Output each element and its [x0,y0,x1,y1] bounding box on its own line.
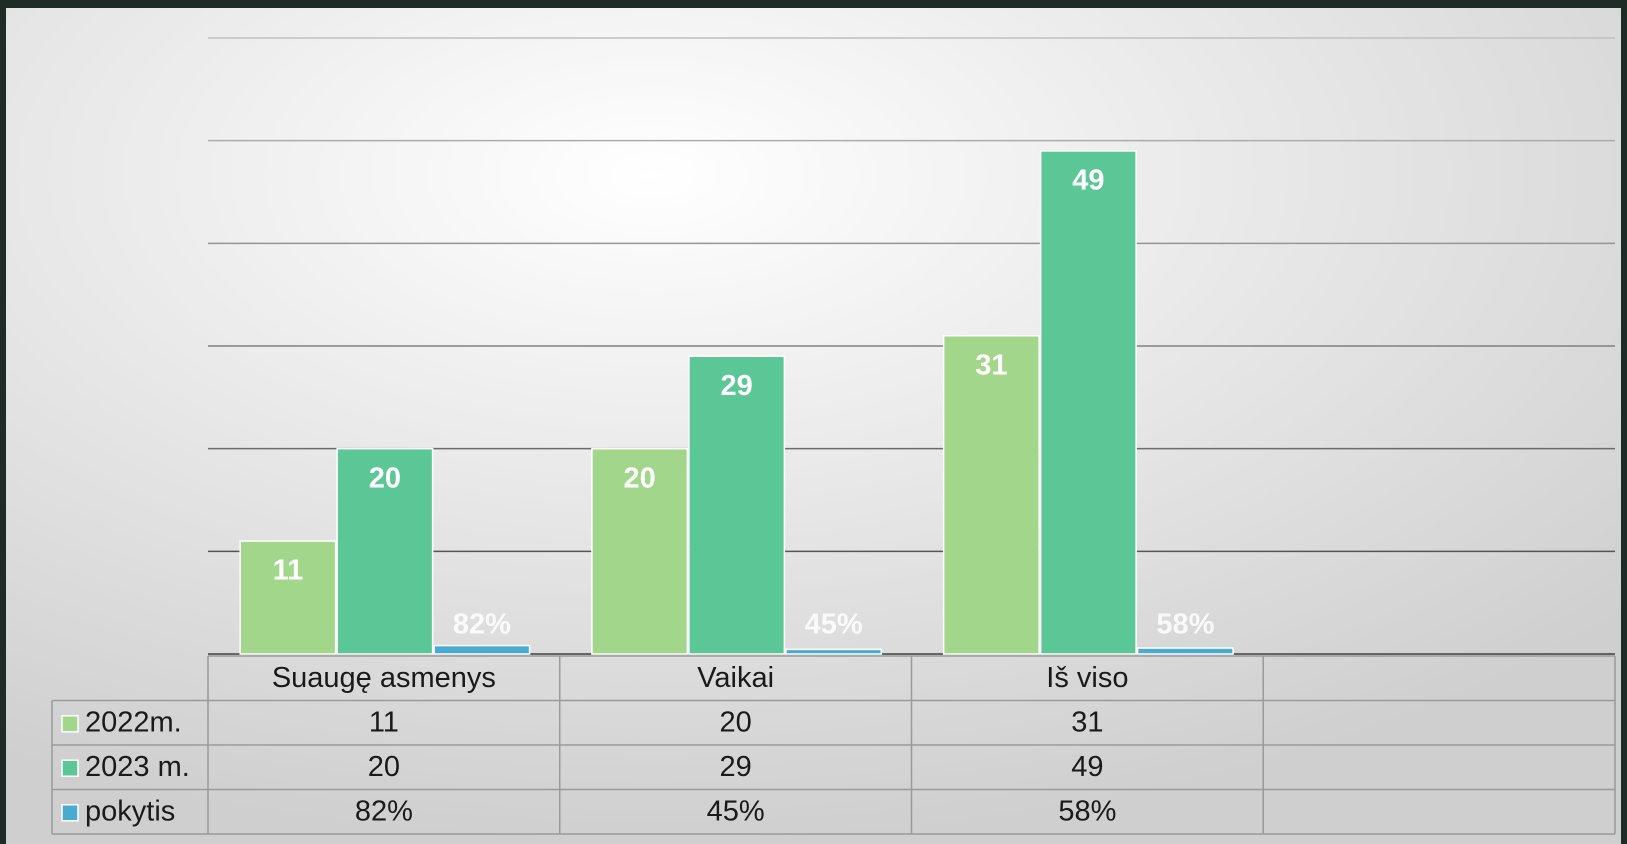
table-header: Iš viso [1046,662,1128,694]
table-cell: 31 [1071,706,1103,738]
table-cell: 29 [719,751,751,783]
bar [785,648,883,655]
bar [1039,150,1137,655]
chart-background [6,8,1621,844]
legend-key [61,804,79,822]
data-label: 31 [975,349,1007,381]
table-cell: 11 [369,706,399,738]
legend-key [61,759,79,777]
legend-label: 2023 m. [85,751,190,783]
legend-label: pokytis [85,795,175,827]
table-header: Vaikai [697,662,774,694]
table-cell: 20 [719,706,751,738]
bar [239,540,337,655]
bar [591,447,689,655]
bar [336,447,434,655]
legend-key [61,715,79,733]
data-label: 82% [453,609,511,641]
table-cell: 20 [368,751,400,783]
data-label: 29 [720,370,752,402]
bar [433,644,531,655]
data-label: 58% [1156,609,1214,641]
table-cell: 49 [1071,751,1103,783]
data-label: 11 [273,555,304,587]
legend-label: 2022m. [85,706,182,738]
bar [942,334,1040,655]
table-header: Suaugę asmenys [272,662,496,694]
bar [1136,647,1234,655]
data-label: 45% [805,609,863,641]
data-label: 20 [624,462,656,494]
data-label: 49 [1072,165,1104,197]
data-label: 20 [369,462,401,494]
bar [688,355,786,655]
table-cell: 82% [355,795,413,827]
table-cell: 58% [1058,795,1116,827]
table-cell: 45% [707,795,765,827]
